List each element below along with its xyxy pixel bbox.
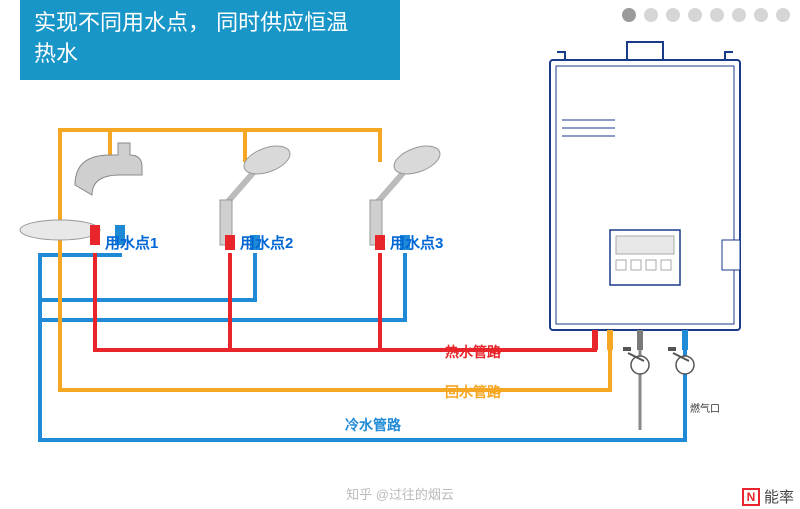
watermark: 知乎 @过往的烟云 [346,484,454,503]
brand-logo: N 能率 [742,486,794,507]
brand-text: 能率 [764,486,794,507]
heater-body [550,60,740,330]
water-point-label: 用水点1 [105,232,158,253]
pipe-hot [95,255,595,350]
water-point-1 [20,143,142,245]
pipe-label-cold: 冷水管路 [345,415,401,435]
pipe-label-hot: 热水管路 [445,342,501,362]
water-point-label: 用水点3 [390,232,443,253]
pipe-label-return: 回水管路 [445,382,501,402]
valve-icon [623,347,649,374]
water-point-label: 用水点2 [240,232,293,253]
valve-icon [668,347,694,374]
gas-port-label: 燃气口 [690,400,720,415]
brand-icon: N [742,488,760,506]
